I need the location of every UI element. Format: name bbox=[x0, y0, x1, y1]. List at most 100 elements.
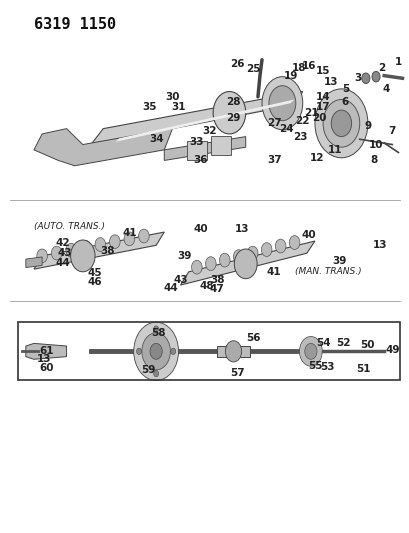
Circle shape bbox=[371, 71, 379, 82]
Polygon shape bbox=[217, 346, 249, 357]
Text: 56: 56 bbox=[246, 333, 261, 343]
Text: 18: 18 bbox=[291, 63, 305, 72]
Circle shape bbox=[153, 370, 158, 377]
Text: 1: 1 bbox=[394, 58, 401, 67]
Text: 3: 3 bbox=[353, 73, 360, 83]
Text: 10: 10 bbox=[368, 140, 382, 150]
Text: 13: 13 bbox=[323, 77, 338, 87]
Circle shape bbox=[191, 260, 202, 274]
Circle shape bbox=[234, 249, 256, 279]
Text: 36: 36 bbox=[193, 156, 208, 165]
Circle shape bbox=[66, 244, 76, 257]
Polygon shape bbox=[164, 136, 245, 160]
Text: 43: 43 bbox=[57, 248, 72, 259]
Circle shape bbox=[247, 246, 257, 260]
Text: 25: 25 bbox=[246, 64, 261, 74]
Text: 37: 37 bbox=[266, 156, 281, 165]
Circle shape bbox=[95, 238, 106, 252]
Text: 47: 47 bbox=[209, 284, 224, 294]
Circle shape bbox=[150, 343, 162, 359]
Text: 21: 21 bbox=[303, 108, 317, 118]
Text: 8: 8 bbox=[369, 156, 377, 165]
Bar bbox=[211, 136, 231, 155]
Text: 27: 27 bbox=[266, 118, 281, 128]
Text: 19: 19 bbox=[283, 70, 297, 80]
Polygon shape bbox=[34, 232, 164, 269]
Text: 60: 60 bbox=[39, 364, 53, 373]
Circle shape bbox=[171, 348, 175, 354]
Text: 14: 14 bbox=[315, 92, 330, 102]
Text: 9: 9 bbox=[364, 121, 371, 131]
Bar bbox=[18, 322, 400, 381]
Text: 44: 44 bbox=[55, 258, 70, 268]
Polygon shape bbox=[26, 343, 66, 359]
Text: 41: 41 bbox=[122, 228, 137, 238]
Circle shape bbox=[153, 326, 158, 332]
Circle shape bbox=[136, 348, 141, 354]
Text: 33: 33 bbox=[189, 137, 204, 147]
Circle shape bbox=[133, 322, 178, 381]
Text: 11: 11 bbox=[327, 145, 342, 155]
Circle shape bbox=[275, 239, 285, 253]
Text: 4: 4 bbox=[382, 84, 389, 94]
Text: 12: 12 bbox=[309, 153, 324, 163]
Text: 45: 45 bbox=[88, 268, 102, 278]
Text: 13: 13 bbox=[37, 354, 51, 364]
Text: 52: 52 bbox=[335, 338, 350, 349]
Bar bbox=[186, 141, 207, 160]
Text: 13: 13 bbox=[372, 240, 387, 251]
Text: 43: 43 bbox=[173, 274, 187, 285]
Circle shape bbox=[205, 257, 216, 271]
Text: 59: 59 bbox=[140, 365, 155, 375]
Circle shape bbox=[289, 236, 299, 249]
Circle shape bbox=[142, 333, 170, 370]
Text: 16: 16 bbox=[301, 61, 315, 71]
Circle shape bbox=[109, 235, 120, 248]
Text: 57: 57 bbox=[230, 368, 244, 377]
Text: 20: 20 bbox=[311, 113, 326, 123]
Text: 15: 15 bbox=[315, 67, 330, 76]
Circle shape bbox=[219, 253, 229, 267]
Text: 6319 1150: 6319 1150 bbox=[34, 17, 116, 33]
Text: 29: 29 bbox=[226, 113, 240, 123]
Text: 58: 58 bbox=[151, 328, 165, 338]
Text: 6: 6 bbox=[341, 97, 348, 107]
Text: 50: 50 bbox=[360, 340, 374, 350]
Text: 17: 17 bbox=[315, 102, 330, 112]
Text: 61: 61 bbox=[39, 346, 53, 357]
Circle shape bbox=[70, 240, 95, 272]
Text: 32: 32 bbox=[201, 126, 216, 136]
Polygon shape bbox=[34, 128, 172, 166]
Text: 48: 48 bbox=[199, 281, 214, 291]
Circle shape bbox=[322, 100, 359, 147]
Text: 51: 51 bbox=[356, 364, 370, 374]
Circle shape bbox=[80, 240, 91, 254]
Text: 41: 41 bbox=[266, 267, 281, 277]
Text: 31: 31 bbox=[171, 102, 185, 112]
Text: 40: 40 bbox=[193, 224, 208, 235]
Polygon shape bbox=[180, 241, 314, 285]
Polygon shape bbox=[115, 100, 294, 142]
Text: 22: 22 bbox=[295, 116, 309, 126]
Text: 49: 49 bbox=[384, 345, 399, 356]
Text: 28: 28 bbox=[226, 97, 240, 107]
Circle shape bbox=[233, 250, 243, 263]
Text: 2: 2 bbox=[378, 63, 385, 72]
Text: 39: 39 bbox=[177, 251, 191, 261]
Text: 24: 24 bbox=[279, 124, 293, 134]
Text: 44: 44 bbox=[163, 282, 178, 293]
Text: 30: 30 bbox=[165, 92, 179, 102]
Circle shape bbox=[330, 110, 351, 136]
Circle shape bbox=[225, 341, 241, 362]
Text: 53: 53 bbox=[319, 362, 334, 372]
Text: (AUTO. TRANS.): (AUTO. TRANS.) bbox=[34, 222, 105, 231]
Circle shape bbox=[213, 92, 245, 134]
Text: 38: 38 bbox=[100, 246, 114, 256]
Text: 13: 13 bbox=[234, 224, 248, 235]
Text: 23: 23 bbox=[293, 132, 307, 142]
Polygon shape bbox=[91, 92, 302, 144]
Text: 39: 39 bbox=[331, 256, 346, 266]
Text: 5: 5 bbox=[341, 84, 348, 94]
Text: 46: 46 bbox=[88, 277, 102, 287]
Text: (MAN. TRANS.): (MAN. TRANS.) bbox=[294, 268, 360, 276]
